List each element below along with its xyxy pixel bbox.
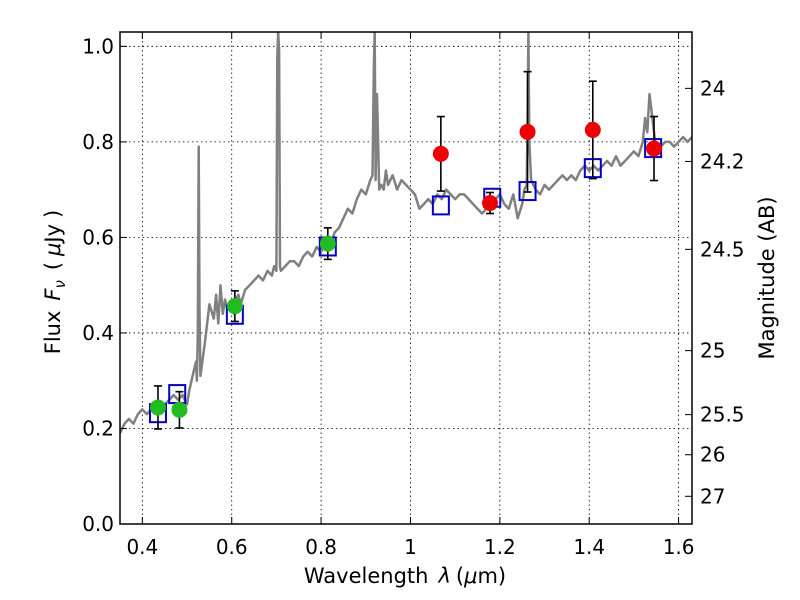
photometry-point (171, 401, 188, 418)
y2-tick-label: 25.5 (700, 403, 745, 427)
x-tick-label: 1.2 (484, 535, 516, 559)
x-tick-label: 0.8 (305, 535, 337, 559)
photometry-point (319, 235, 336, 252)
plot-frame (119, 31, 693, 525)
y-tick-label: 1.0 (82, 34, 114, 58)
model-photometry-box (431, 195, 450, 216)
x-tick-label: 1.6 (663, 535, 695, 559)
y-tick-label: 0.6 (82, 225, 114, 249)
plot-content (120, 32, 692, 434)
y2-tick-label: 24.5 (700, 237, 745, 261)
photometry-point (584, 121, 601, 138)
y-axis-label: FluxFν(μJy) (41, 210, 69, 355)
photometry-point (149, 399, 166, 416)
y2-axis-label: Magnitude (AB) (755, 196, 779, 359)
photometry-point (519, 123, 536, 140)
x-axis-label: Wavelength λ (μm) (304, 564, 506, 588)
grid (120, 32, 692, 525)
plot-area (120, 32, 692, 434)
x-tick-label: 0.6 (216, 535, 248, 559)
x-tick-label: 1.4 (573, 535, 605, 559)
y2-tick-label: 26 (700, 443, 725, 467)
photometry-point (432, 145, 449, 162)
y-tick-label: 0.4 (82, 321, 114, 345)
y-tick-label: 0.8 (82, 130, 114, 154)
photometry-point (482, 195, 499, 212)
y-tick-label: 0.0 (82, 512, 114, 536)
y2-tick-label: 27 (700, 484, 725, 508)
photometry-point (646, 140, 663, 157)
photometry-point (226, 298, 243, 315)
x-tick-label: 0.4 (126, 535, 158, 559)
y-tick-label: 0.2 (82, 416, 114, 440)
x-tick-label: 1 (404, 535, 417, 559)
y2-tick-label: 24 (700, 76, 725, 100)
axis-ticks: 0.4 0.6 0.8 1 1.2 1.4 1.6 0.0 0.2 0.4 0.6 0.8 1.0 24 2… (82, 32, 745, 559)
y2-tick-label: 24.2 (700, 149, 745, 173)
spectrum-line (120, 32, 692, 434)
y2-tick-label: 25 (700, 339, 725, 363)
